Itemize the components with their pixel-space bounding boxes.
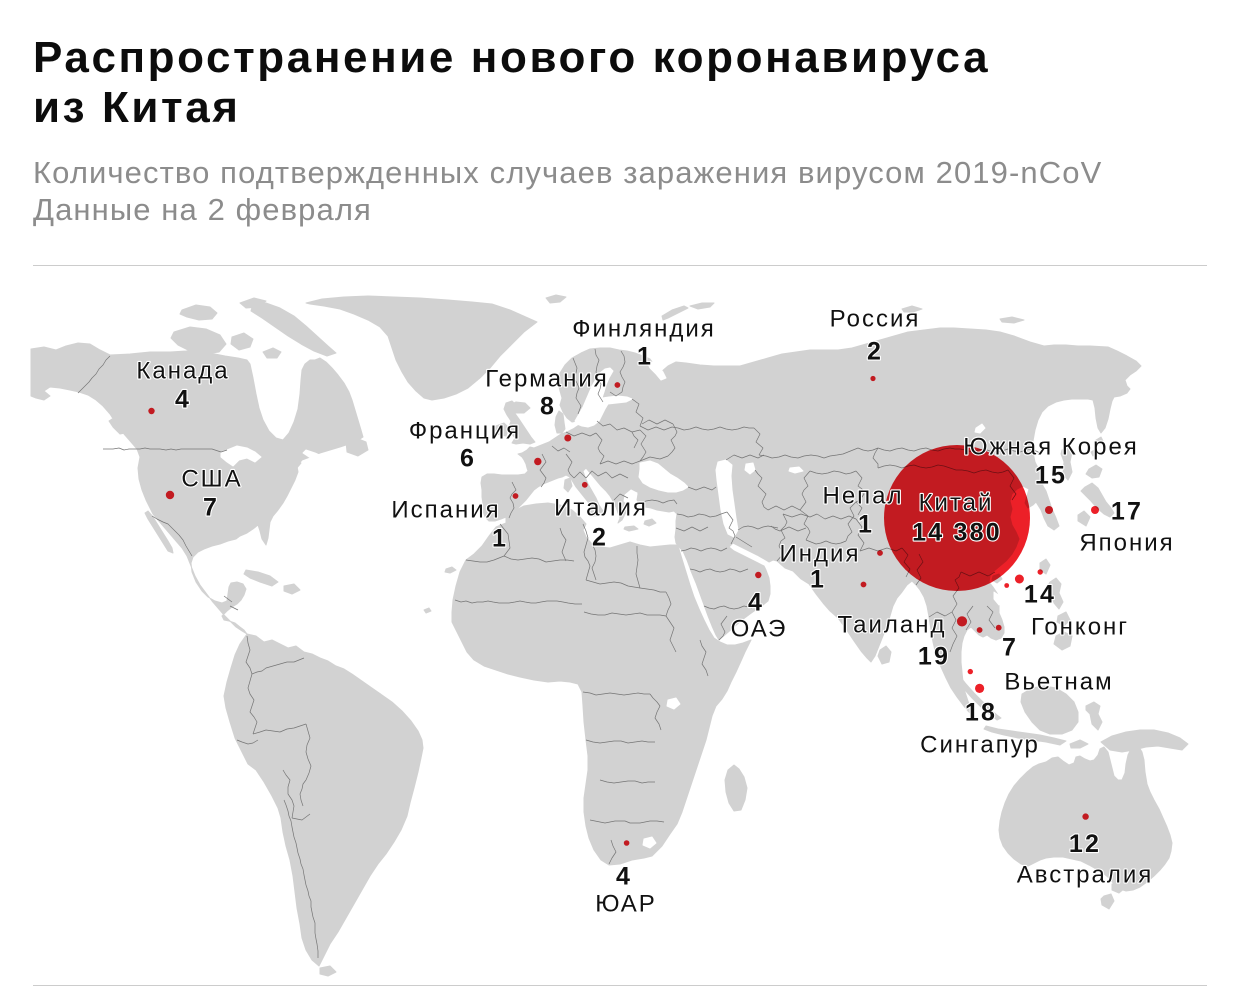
svg-text:7: 7 bbox=[203, 494, 219, 522]
svg-text:Сингапур: Сингапур bbox=[920, 732, 1040, 759]
svg-text:Германия: Германия bbox=[485, 366, 609, 393]
svg-text:1: 1 bbox=[810, 566, 826, 594]
svg-text:1: 1 bbox=[637, 343, 653, 371]
svg-text:Италия: Италия bbox=[554, 495, 648, 522]
svg-text:Финляндия: Финляндия bbox=[572, 316, 716, 343]
svg-text:ЮАР: ЮАР bbox=[595, 891, 656, 918]
svg-text:Испания: Испания bbox=[391, 497, 500, 524]
svg-text:1: 1 bbox=[492, 525, 508, 553]
svg-text:4: 4 bbox=[175, 386, 191, 414]
svg-text:15: 15 bbox=[1035, 462, 1067, 490]
svg-text:Россия: Россия bbox=[830, 306, 921, 333]
svg-text:19: 19 bbox=[918, 643, 950, 671]
svg-text:Китай: Китай bbox=[919, 490, 994, 517]
svg-text:США: США bbox=[181, 466, 242, 493]
svg-text:Индия: Индия bbox=[780, 541, 861, 568]
svg-text:17: 17 bbox=[1111, 498, 1143, 526]
svg-text:Вьетнам: Вьетнам bbox=[1004, 669, 1113, 696]
svg-text:7: 7 bbox=[1002, 634, 1018, 662]
svg-text:Франция: Франция bbox=[409, 418, 521, 445]
svg-text:14 380: 14 380 bbox=[912, 519, 1002, 547]
svg-text:Канада: Канада bbox=[136, 358, 229, 385]
svg-text:Япония: Япония bbox=[1079, 530, 1174, 557]
svg-text:1: 1 bbox=[858, 511, 874, 539]
svg-text:2: 2 bbox=[867, 338, 883, 366]
svg-text:Австралия: Австралия bbox=[1017, 862, 1154, 889]
svg-text:2: 2 bbox=[592, 524, 608, 552]
svg-text:Южная Корея: Южная Корея bbox=[963, 434, 1139, 461]
svg-text:18: 18 bbox=[965, 699, 997, 727]
svg-text:ОАЭ: ОАЭ bbox=[731, 616, 788, 643]
svg-text:6: 6 bbox=[460, 445, 476, 473]
svg-text:8: 8 bbox=[540, 393, 556, 421]
svg-text:Непал: Непал bbox=[822, 483, 903, 510]
svg-text:12: 12 bbox=[1069, 830, 1101, 858]
svg-text:4: 4 bbox=[748, 589, 764, 617]
svg-text:14: 14 bbox=[1024, 581, 1056, 609]
svg-text:Таиланд: Таиланд bbox=[838, 612, 947, 639]
svg-text:Гонконг: Гонконг bbox=[1031, 614, 1129, 641]
svg-text:4: 4 bbox=[616, 863, 632, 891]
